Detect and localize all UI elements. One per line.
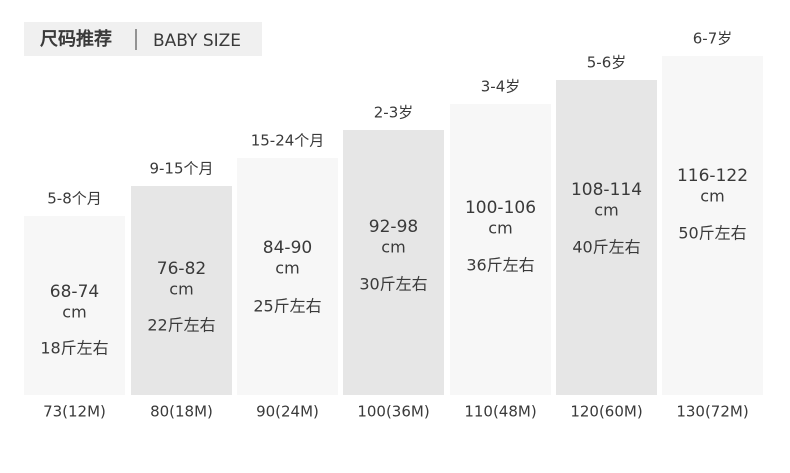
age-label: 5-6岁 [587, 54, 627, 72]
size-column [24, 216, 125, 395]
age-label: 5-8个月 [47, 190, 102, 208]
weight: 50斤左右 [678, 224, 746, 243]
age-label: 6-7岁 [693, 30, 733, 48]
size-column [131, 186, 232, 395]
weight: 22斤左右 [147, 316, 215, 335]
weight: 40斤左右 [572, 238, 640, 257]
height-range: 108-114 [571, 180, 642, 200]
height-range: 100-106 [465, 198, 536, 218]
size-label: 120(60M) [570, 403, 642, 421]
weight: 30斤左右 [359, 275, 427, 294]
age-label: 2-3岁 [374, 104, 414, 122]
height-unit: cm [169, 280, 193, 299]
height-range: 116-122 [677, 166, 748, 186]
height-range: 84-90 [263, 238, 312, 258]
age-label: 9-15个月 [149, 160, 213, 178]
height-unit: cm [700, 187, 724, 206]
weight: 25斤左右 [253, 297, 321, 316]
size-label: 80(18M) [150, 403, 213, 421]
weight: 18斤左右 [40, 339, 108, 358]
height-range: 68-74 [50, 282, 99, 302]
height-unit: cm [381, 238, 405, 257]
size-label: 73(12M) [43, 403, 106, 421]
size-label: 90(24M) [256, 403, 319, 421]
height-unit: cm [488, 219, 512, 238]
height-unit: cm [275, 259, 299, 278]
size-column [556, 80, 657, 395]
height-range: 76-82 [157, 259, 206, 279]
size-label: 100(36M) [357, 403, 429, 421]
size-column [662, 56, 763, 395]
header-subtitle: BABY SIZE [153, 31, 241, 51]
size-column [237, 158, 338, 395]
age-label: 15-24个月 [251, 132, 325, 150]
age-label: 3-4岁 [481, 78, 521, 96]
height-unit: cm [62, 303, 86, 322]
header-title: 尺码推荐 [40, 28, 112, 50]
height-range: 92-98 [369, 217, 418, 237]
size-label: 110(48M) [464, 403, 536, 421]
size-column [450, 104, 551, 395]
weight: 36斤左右 [466, 256, 534, 275]
size-label: 130(72M) [676, 403, 748, 421]
height-unit: cm [594, 201, 618, 220]
header-box [24, 22, 262, 56]
size-column [343, 130, 444, 395]
